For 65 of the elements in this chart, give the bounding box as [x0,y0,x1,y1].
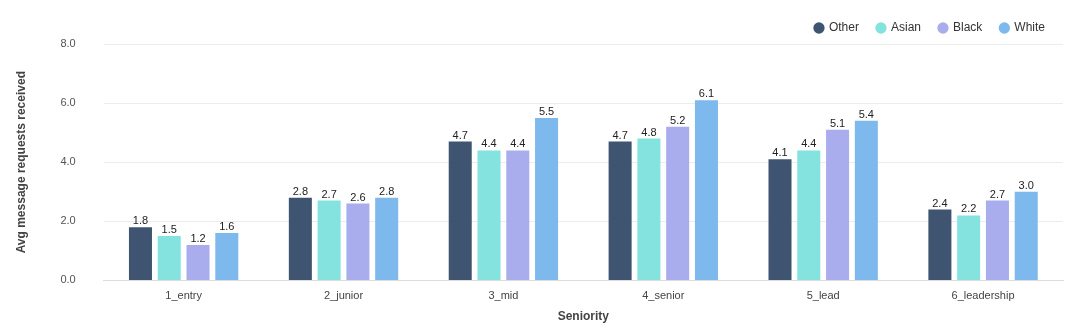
bar [375,197,399,280]
bar [128,227,152,280]
bar [448,141,472,280]
bar [854,120,878,280]
data-label: 2.7 [321,187,337,200]
x-axis-title: Seniority [557,309,610,324]
bar [186,244,210,280]
bar [957,215,981,280]
bar [288,197,312,280]
data-label: 1.6 [219,220,235,233]
data-label: 2.2 [961,202,977,215]
data-label: 4.4 [510,137,526,150]
data-label: 5.2 [670,113,686,126]
data-label: 1.5 [161,223,177,236]
bar [666,126,690,280]
bar [506,150,530,280]
bar [157,236,181,280]
x-tick-label: 2_junior [323,289,364,302]
x-tick-label: 6_leadership [951,289,1015,302]
data-label: 2.7 [989,187,1006,200]
data-label: 4.8 [641,125,657,138]
legend-label: Black [952,20,984,35]
x-tick-label: 4_senior [642,289,685,302]
data-label: 2.6 [350,190,366,203]
data-label: 2.4 [932,196,948,209]
data-label: 5.4 [858,107,874,120]
y-tick-label: 0.0 [60,273,76,286]
y-tick-label: 6.0 [60,96,76,109]
data-label: 2.8 [379,184,395,197]
legend-label: Asian [890,20,921,35]
bar [346,203,370,280]
data-label: 3.0 [1018,178,1034,191]
y-tick-label: 2.0 [60,214,76,227]
data-label: 4.1 [772,146,788,159]
bar [608,141,632,280]
bar [694,100,718,280]
x-tick-label: 3_mid [488,289,519,302]
y-tick-label: 4.0 [60,155,76,168]
bar [985,200,1009,280]
data-label: 4.7 [452,128,468,141]
data-label: 4.4 [801,137,817,150]
x-tick-label: 1_entry [165,289,203,302]
bar [535,117,559,280]
bar [215,233,239,280]
bar [826,129,850,280]
bar [928,209,952,280]
x-tick-label: 5_lead [806,289,840,302]
data-label: 4.4 [481,137,497,150]
y-tick-label: 8.0 [60,37,76,50]
bar [1014,191,1038,280]
bar [768,159,792,280]
legend-label: White [1014,20,1046,35]
data-label: 2.8 [292,184,308,197]
data-label: 4.7 [612,128,628,141]
data-label: 1.2 [190,231,206,244]
bar [317,200,341,280]
data-label: 6.1 [698,87,715,100]
y-axis-title: Avg message requests received [13,71,28,254]
data-label: 1.8 [132,214,149,227]
legend-label: Other [828,20,859,35]
bar [637,138,661,280]
data-label: 5.5 [538,104,555,117]
bar [797,150,821,280]
bar [477,150,501,280]
data-label: 5.1 [829,116,846,129]
